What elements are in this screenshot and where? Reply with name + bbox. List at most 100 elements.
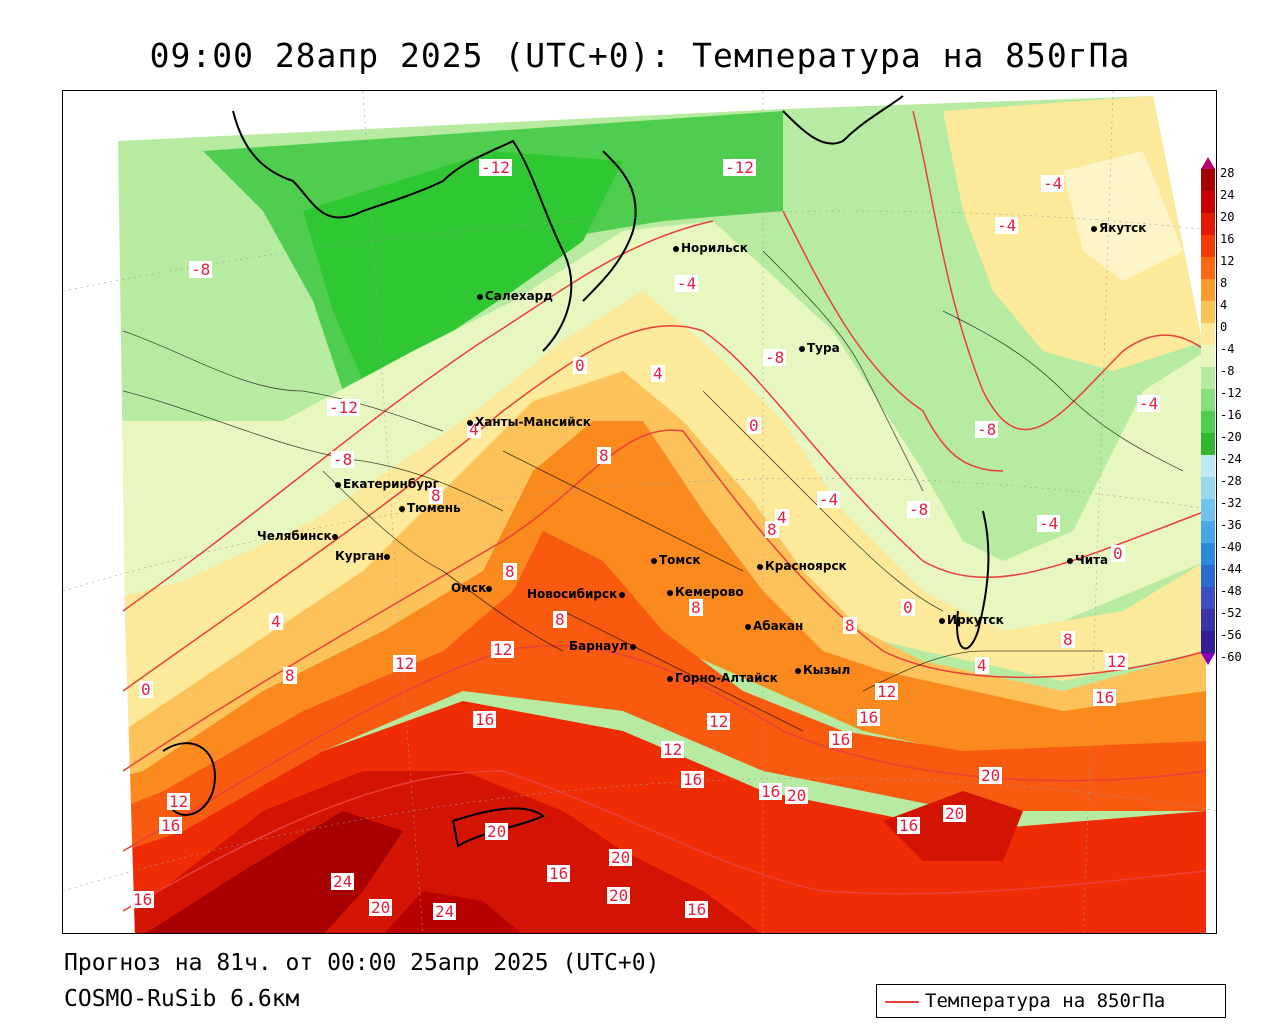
scale-swatch [1201,191,1215,213]
contour-label: -4 [1037,514,1061,533]
contour-label: 0 [1111,544,1125,563]
contour-label: -4 [675,274,699,293]
scale-tick-label: -12 [1220,386,1242,400]
contour-label: 16 [759,782,783,801]
city-dot [467,419,473,426]
contour-label: -4 [1137,394,1161,413]
contour-label: 12 [707,712,731,731]
scale-tick-label: -28 [1220,474,1242,488]
city-dot [335,481,341,488]
scale-tick-label: 0 [1220,320,1228,334]
scale-tick-label: -32 [1220,496,1242,510]
map-title: 09:00 28апр 2025 (UTC+0): Температура на… [149,36,1131,75]
contour-label: 0 [573,356,587,375]
city-dot [1091,225,1097,232]
city-dot [673,245,679,252]
city-krasnoyarsk: Красноярск [757,559,847,573]
contour-label: 12 [875,682,899,701]
contour-label: -8 [907,500,931,519]
contour-label: -12 [479,158,512,177]
city-kemerovo: Кемерово [667,585,744,599]
contour-label: 16 [829,730,853,749]
city-dot [667,675,673,682]
city-kurgan: Курган [335,549,392,563]
scale-tick-label: 12 [1220,254,1235,268]
contour-label: 8 [765,520,779,539]
scale-swatch [1201,279,1215,301]
scale-bottom-arrow [1201,653,1215,665]
contour-label: 16 [547,864,571,883]
city-gorno-altaysk: Горно-Алтайск [667,671,778,685]
scale-tick-label: -48 [1220,584,1242,598]
temperature-map [63,91,1216,933]
city-dot [383,553,390,560]
contour-label: 8 [503,562,517,581]
contour-label: 20 [943,804,967,823]
city-dot [1067,557,1073,564]
scale-tick-label: -36 [1220,518,1242,532]
contour-label: -8 [975,420,999,439]
scale-swatch [1201,631,1215,653]
contour-label: 16 [1093,688,1117,707]
city-yakutsk: Якутск [1091,221,1146,235]
contour-label: -8 [189,260,213,279]
scale-tick-label: -24 [1220,452,1242,466]
city-chelyabinsk: Челябинск [257,529,340,543]
contour-label: 0 [901,598,915,617]
scale-top-arrow [1201,157,1215,169]
contour-label: 4 [269,612,283,631]
contour-label: 20 [369,898,393,917]
scale-tick-label: -16 [1220,408,1242,422]
contour-label: 16 [857,708,881,727]
color-scale: 28 24 20 16 12 8 4 0 -4 -8 -12 -16 -20 -24 -28 -32 -36 -4… [1200,157,1280,691]
city-dot [757,563,763,570]
scale-swatch [1201,301,1215,323]
scale-tick-label: 20 [1220,210,1235,224]
scale-swatch [1201,543,1215,565]
scale-swatch [1201,433,1215,455]
scale-tick-label: 16 [1220,232,1235,246]
city-abakan: Абакан [745,619,803,633]
scale-tick-label: 24 [1220,188,1235,202]
scale-tick-label: -60 [1220,650,1242,664]
contour-label: 8 [553,610,567,629]
contour-label: 4 [975,656,989,675]
map-panel: -12 -12 -8 -4 -4 -4 -8 -12 -8 0 4 0 -8 -… [62,90,1217,934]
city-salekhard: Салехард [477,289,553,303]
contour-label: 12 [491,640,515,659]
city-dot [651,557,657,564]
city-omsk: Омск [451,581,494,595]
scale-swatch [1201,235,1215,257]
city-kyzyl: Кызыл [795,663,850,677]
contour-label: 8 [1061,630,1075,649]
city-dot [619,591,626,598]
contour-label: -4 [1041,174,1065,193]
contour-label: 24 [331,872,355,891]
scale-swatch [1201,213,1215,235]
city-barnaul: Барнаул [569,639,638,653]
city-dot [486,585,493,592]
contour-label: 8 [283,666,297,685]
contour-label: 16 [685,900,709,919]
scale-swatch [1201,257,1215,279]
city-khanty-mansiysk: Ханты-Мансийск [467,415,591,429]
contour-label: 12 [167,792,191,811]
scale-swatch [1201,323,1215,345]
scale-tick-label: -52 [1220,606,1242,620]
contour-label: 12 [393,654,417,673]
forecast-info: Прогноз на 81ч. от 00:00 25апр 2025 (UTC… [64,950,660,976]
legend-line-swatch [885,1001,919,1003]
city-dot [477,293,483,300]
city-dot [745,623,751,630]
contour-label: 20 [609,848,633,867]
contour-label: 20 [485,822,509,841]
scale-tick-label: 4 [1220,298,1228,312]
scale-swatch [1201,587,1215,609]
map-legend: Температура на 850гПа [876,984,1226,1018]
city-dot [629,643,636,650]
scale-swatch [1201,345,1215,367]
legend-label: Температура на 850гПа [925,990,1166,1012]
scale-swatch [1201,411,1215,433]
city-dot [331,533,338,540]
scale-tick-label: -20 [1220,430,1242,444]
